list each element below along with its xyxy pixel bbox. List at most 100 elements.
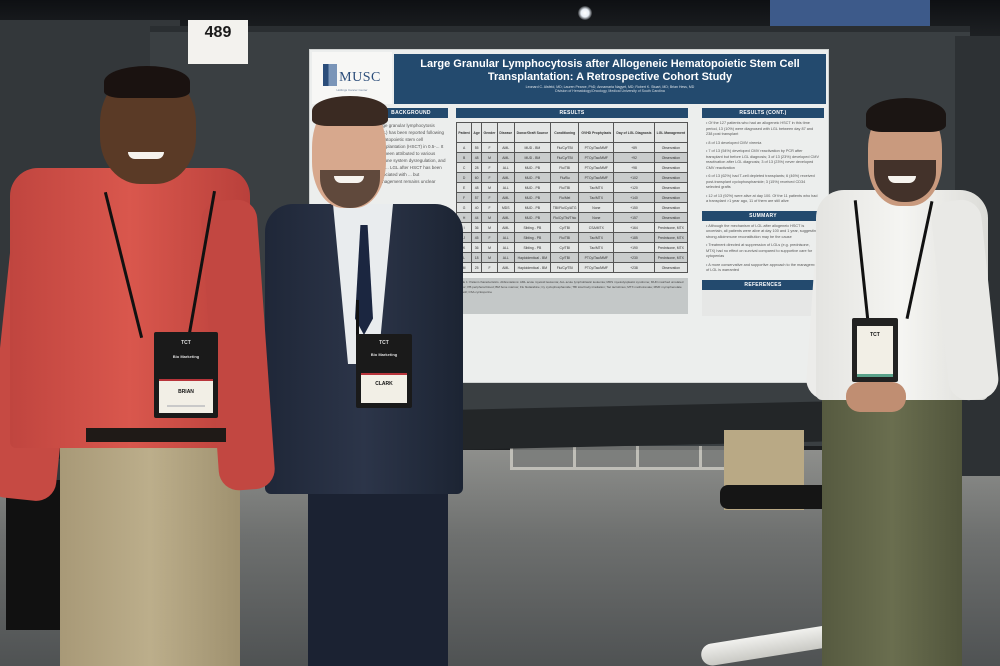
background-text: Large granular lymphocytosis (LGL) has b… (376, 123, 446, 184)
summary-list: Although the mechanism of LGL after allo… (702, 221, 824, 280)
references-block (702, 289, 824, 316)
col-header: Patient (455, 122, 473, 143)
table-cell: +89 (613, 142, 655, 153)
badge-name: BRIAN (178, 388, 194, 395)
booth-number-sign: 489 (188, 20, 248, 64)
table-cell: Flu/Cy/TBI (550, 142, 580, 153)
hair (104, 66, 190, 98)
list-item: 7 of 13 (54%) developed CMV reactivation… (706, 149, 820, 171)
table-cell: Cy/TBI (550, 242, 580, 253)
table-row: J 45 F ALL Sibling - PB Flu/TBI Tac/MTX +185 Pre… (455, 232, 689, 243)
references-heading: REFERENCES (702, 279, 824, 290)
table-cell: PTCy/Tac/MMF (578, 172, 615, 183)
table-cell: Prednisone, MTX (653, 252, 689, 263)
table-cell: 18 (471, 252, 483, 263)
background-heading: BACKGROUND (374, 108, 448, 118)
table-cell: Observation (653, 162, 689, 173)
table-cell: B (455, 152, 473, 163)
table-cell: None (578, 202, 615, 213)
hair (866, 98, 946, 132)
table-row: I 36 M AML Sibling - PB Cy/TBI CSA/MTX +164 Pred… (455, 222, 689, 233)
table-cell: 25 (471, 262, 483, 273)
badge-card: TCT (857, 325, 893, 377)
table-row: A 55 F AML MUD - BM Flu/Cy/TBI PTCy/Tac/MMF +89… (455, 142, 689, 153)
poster-header: Large Granular Lymphocytosis after Allog… (394, 54, 826, 104)
olive-trousers (822, 392, 962, 666)
table-cell: +140 (613, 192, 655, 203)
poster-authors: Leonard C. Alsfeld, MD; Lauren Pearce, P… (525, 85, 695, 89)
table-cell: M (481, 152, 498, 163)
table-cell: +92 (613, 152, 655, 163)
table-cell: MUD - PB (513, 182, 552, 193)
table-cell: +102 (613, 172, 655, 183)
results-cont-heading: RESULTS (CONT.) (702, 108, 824, 118)
poster-title: Large Granular Lymphocytosis after Allog… (420, 58, 800, 83)
table-cell: Observation (653, 182, 689, 193)
hair (312, 96, 388, 126)
khaki-trousers (60, 440, 240, 666)
col-header: LGL Management (653, 122, 689, 143)
list-item: A more conservative and supportive appro… (706, 263, 820, 274)
list-item: Of the 127 patients who had an allogenei… (706, 121, 820, 138)
table-cell: MUD - BM (513, 152, 552, 163)
table-cell: Flu/Cy/Tbi/Thio (550, 212, 580, 223)
table-cell: Observation (653, 202, 689, 213)
table-cell: E (455, 182, 473, 193)
table-cell: Flu/TBI (550, 162, 580, 173)
table-cell: +238 (613, 262, 655, 273)
list-item: 8 of 13 developed CMV viremia (706, 141, 820, 147)
table-cell: M (481, 252, 498, 263)
table-cell: M (481, 222, 498, 233)
table-cell: PTCy/Tac/MMF (578, 262, 615, 273)
table-cell: F (481, 142, 498, 153)
badge-sponsor: Bio Marketing (370, 352, 398, 357)
col-header: Gender (481, 122, 498, 143)
table-cell: Haploidentical - BM (513, 262, 552, 273)
table-cell: 36 (471, 222, 483, 233)
table-cell: Flu/Bu (550, 172, 580, 183)
table-cell: ALL (496, 232, 515, 243)
table-cell: Prednisone, MTX (653, 242, 689, 253)
table-cell: Tac/MTX (578, 192, 615, 203)
musc-building-icon (323, 64, 338, 86)
name-badge: TCT Bio Marketing CLARK (356, 334, 412, 408)
table-cell: MUD - PB (513, 212, 552, 223)
table-cell: M (481, 182, 498, 193)
table-cell: Prednisone, MTX (653, 232, 689, 243)
list-item: 6 of 13 (62%) had T-cell depleted transp… (706, 174, 820, 191)
table-cell: F (481, 192, 498, 203)
table-cell: F (481, 262, 498, 273)
table-cell: Sibling - PB (513, 222, 552, 233)
table-row: F 57 F AML MUD - PB Flu/Mel Tac/MTX +140 Observa… (455, 192, 689, 203)
table-body: A 55 F AML MUD - BM Flu/Cy/TBI PTCy/Tac/MMF +89… (455, 142, 689, 273)
table-cell: None (578, 212, 615, 223)
col-header: Age (471, 122, 483, 143)
table-cell: MDS (496, 202, 515, 213)
results-cont-list: Of the 127 patients who had an allogenei… (702, 118, 824, 211)
list-item: Treatment directed at suppression of LGL… (706, 243, 820, 260)
table-cell: Haploidentical - BM (513, 252, 552, 263)
table-cell: AML (496, 192, 515, 203)
table-cell: MUD - PB (513, 192, 552, 203)
table-cell: 55 (471, 142, 483, 153)
booth-number: 489 (204, 24, 232, 41)
table-row: E 48 M ALL MUD - PB Flu/TBI Tac/MTX +120 Observa… (455, 182, 689, 193)
smile (888, 176, 916, 183)
table-cell: +98 (613, 162, 655, 173)
table-cell: M (481, 212, 498, 223)
smile (334, 176, 364, 183)
table-cell: Flu/TBI (550, 232, 580, 243)
table-cell: PTCy/Tac/MMF (578, 252, 615, 263)
table-cell: 48 (471, 182, 483, 193)
table-cell: G (455, 202, 473, 213)
table-cell: Cy/TBI (550, 222, 580, 233)
table-cell: Flu/Cy/TBI (550, 152, 580, 163)
table-cell: +185 (613, 232, 655, 243)
background-column: BACKGROUND Large granular lymphocytosis … (314, 108, 448, 378)
table-cell: F (455, 192, 473, 203)
results-heading: RESULTS (456, 108, 688, 118)
table-cell: Tac/MTX (578, 182, 615, 193)
table-cell: PTCy/Tac/MMF (578, 152, 615, 163)
badge-sponsor: Bio Marketing (172, 354, 200, 359)
navy-trousers (308, 480, 448, 666)
